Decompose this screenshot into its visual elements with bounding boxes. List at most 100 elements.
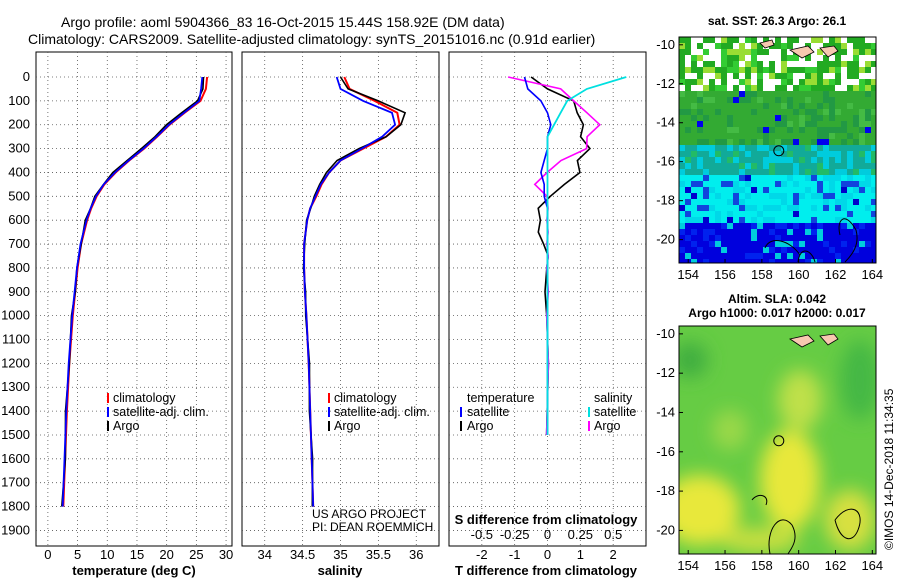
sst-cell (697, 205, 703, 211)
sst-cell (685, 193, 691, 199)
legend-argo: Argo (113, 419, 139, 433)
sst-cell (685, 235, 691, 241)
sst-cell (715, 121, 721, 127)
sst-cell (805, 139, 811, 145)
sst-cell (679, 91, 685, 97)
depth-tick-label: 1000 (1, 308, 30, 323)
sst-cell (817, 97, 823, 103)
sst-cell (787, 163, 793, 169)
imos-credit: ©IMOS 14-Dec-2018 11:34:35 (882, 388, 896, 550)
sst-cell (691, 55, 697, 61)
sst-cell (781, 187, 787, 193)
sst-cell (769, 103, 775, 109)
sst-cell (715, 169, 721, 175)
s-difference-axis-label: S difference from climatology (455, 512, 639, 527)
sst-cell (871, 157, 876, 163)
sst-cell (823, 235, 829, 241)
sst-cell (739, 79, 745, 85)
sst-cell (733, 217, 739, 223)
sst-cell (697, 181, 703, 187)
sst-cell (679, 199, 685, 205)
sst-cell (853, 43, 859, 49)
sst-cell (685, 127, 691, 133)
sst-cell (871, 127, 876, 133)
sst-cell (787, 181, 793, 187)
sst-cell (691, 181, 697, 187)
sst-cell (763, 259, 769, 263)
sst-cell (811, 151, 817, 157)
sst-cell (847, 127, 853, 133)
sst-cell (709, 247, 715, 253)
sst-cell (721, 247, 727, 253)
sst-cell (745, 181, 751, 187)
sst-cell (709, 199, 715, 205)
sst-cell (769, 259, 775, 263)
sst-cell (823, 127, 829, 133)
sst-cell (691, 127, 697, 133)
sst-cell (847, 211, 853, 217)
sst-cell (865, 109, 871, 115)
sst-cell (787, 205, 793, 211)
sst-cell (679, 127, 685, 133)
sst-cell (853, 55, 859, 61)
sst-cell (847, 151, 853, 157)
sst-cell (781, 163, 787, 169)
sst-cell (805, 175, 811, 181)
sst-cell (859, 145, 865, 151)
sst-cell (847, 199, 853, 205)
sst-cell (679, 229, 685, 235)
sst-cell (853, 253, 859, 259)
sst-cell (757, 103, 763, 109)
sst-cell (775, 85, 781, 91)
sst-cell (721, 43, 727, 49)
depth-tick-label: 1600 (1, 451, 30, 466)
sst-cell (685, 241, 691, 247)
sst-cell (715, 145, 721, 151)
sst-cell (763, 199, 769, 205)
sst-cell (793, 121, 799, 127)
sst-cell (769, 247, 775, 253)
sst-cell (679, 157, 685, 163)
sst-cell (781, 211, 787, 217)
sst-cell (733, 199, 739, 205)
sst-cell (685, 175, 691, 181)
sst-cell (781, 205, 787, 211)
sst-cell (745, 133, 751, 139)
sst-cell (799, 181, 805, 187)
sst-cell (703, 115, 709, 121)
sst-cell (823, 67, 829, 73)
sst-cell (871, 91, 876, 97)
sst-cell (715, 211, 721, 217)
sst-cell (805, 79, 811, 85)
sst-cell (823, 223, 829, 229)
sst-cell (853, 157, 859, 163)
sst-cell (799, 217, 805, 223)
sst-cell (739, 259, 745, 263)
sst-cell (853, 145, 859, 151)
sst-cell (733, 91, 739, 97)
sst-cell (697, 247, 703, 253)
sst-cell (745, 187, 751, 193)
sst-cell (685, 109, 691, 115)
sst-cell (841, 253, 847, 259)
sst-cell (751, 109, 757, 115)
sst-cell (853, 247, 859, 253)
sst-cell (799, 133, 805, 139)
sst-cell (697, 253, 703, 259)
sst-cell (859, 151, 865, 157)
map-y-tick-label: -16 (656, 444, 675, 459)
sst-cell (835, 43, 841, 49)
sst-cell (727, 211, 733, 217)
sst-cell (835, 175, 841, 181)
sst-cell (703, 85, 709, 91)
sst-cell (781, 247, 787, 253)
map-x-tick-label: 160 (788, 267, 810, 282)
sst-cell (745, 103, 751, 109)
sst-cell (799, 175, 805, 181)
temperature-legend: climatology satellite-adj. clim. Argo (107, 391, 209, 433)
sst-cell (787, 241, 793, 247)
sst-cell (853, 73, 859, 79)
sst-cell (751, 91, 757, 97)
sst-cell (787, 55, 793, 61)
sst-cell (757, 151, 763, 157)
